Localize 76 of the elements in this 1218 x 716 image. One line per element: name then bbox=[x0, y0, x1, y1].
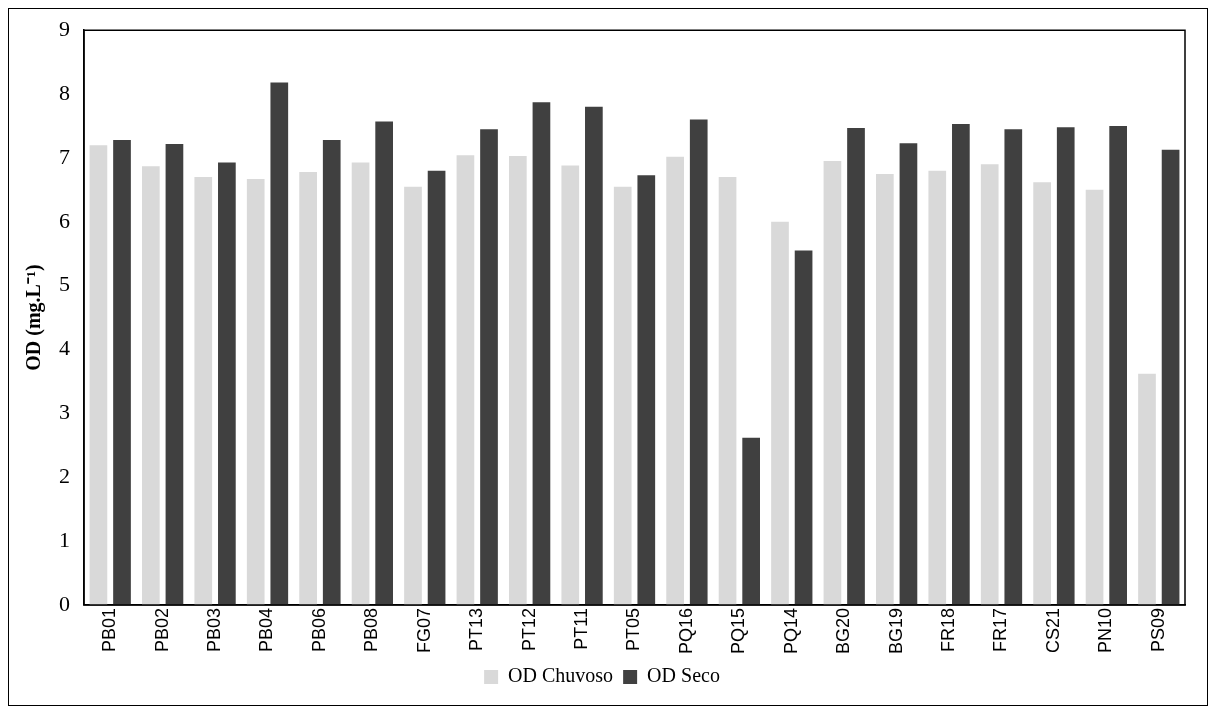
legend-label: OD Seco bbox=[647, 664, 720, 687]
bar bbox=[322, 140, 341, 605]
y-tick-label: 8 bbox=[59, 79, 70, 105]
bar bbox=[1056, 127, 1075, 605]
bar bbox=[509, 156, 527, 605]
bar bbox=[270, 82, 289, 605]
bar bbox=[952, 124, 970, 605]
legend-label: OD Chuvoso bbox=[508, 664, 614, 687]
bar bbox=[666, 156, 684, 605]
bar bbox=[532, 102, 551, 605]
x-tick-label: PB01 bbox=[99, 607, 120, 653]
x-tick-label: PT05 bbox=[623, 607, 644, 651]
x-tick-label: PQ15 bbox=[728, 607, 749, 654]
bar bbox=[823, 161, 842, 605]
y-axis-title: OD (mg.L⁻¹) bbox=[22, 264, 46, 371]
bar bbox=[585, 106, 603, 605]
bar bbox=[613, 186, 632, 605]
bar bbox=[165, 143, 184, 605]
bar bbox=[142, 166, 160, 605]
y-tick-label: 0 bbox=[59, 590, 70, 616]
x-tick-label: PT12 bbox=[518, 607, 539, 651]
x-tick-label: PB02 bbox=[151, 607, 172, 653]
bar bbox=[742, 437, 760, 605]
bar bbox=[404, 186, 422, 605]
x-tick-label: PB06 bbox=[308, 607, 329, 653]
bar bbox=[928, 170, 947, 605]
y-tick-label: 6 bbox=[59, 207, 70, 233]
x-tick-label: PT11 bbox=[571, 607, 592, 650]
bar bbox=[1085, 189, 1104, 605]
bar bbox=[1138, 373, 1156, 605]
bar bbox=[246, 179, 265, 605]
y-tick-label: 9 bbox=[59, 15, 70, 41]
bar bbox=[847, 127, 865, 605]
bar bbox=[689, 119, 708, 605]
bar bbox=[1109, 126, 1127, 605]
bar bbox=[771, 221, 789, 605]
bar bbox=[218, 162, 236, 605]
x-tick-label: PS09 bbox=[1147, 607, 1168, 653]
y-tick-label: 5 bbox=[59, 271, 70, 297]
bar bbox=[351, 162, 370, 605]
bar bbox=[299, 171, 317, 605]
y-tick-label: 3 bbox=[59, 399, 70, 425]
x-tick-label: CS21 bbox=[1042, 607, 1063, 653]
x-tick-label: FR17 bbox=[990, 607, 1011, 652]
bar bbox=[427, 170, 446, 605]
bar bbox=[480, 129, 498, 605]
x-tick-label: BG20 bbox=[833, 607, 854, 654]
x-tick-label: PN10 bbox=[1095, 607, 1116, 653]
bar bbox=[980, 164, 999, 605]
y-tick-label: 2 bbox=[59, 463, 70, 489]
bar bbox=[637, 175, 656, 605]
x-tick-label: PB03 bbox=[204, 607, 225, 653]
x-tick-label: PB04 bbox=[256, 607, 277, 653]
bar bbox=[456, 155, 475, 605]
x-tick-label: PB08 bbox=[361, 607, 382, 653]
bar bbox=[899, 143, 918, 605]
bar bbox=[1033, 182, 1051, 605]
bar bbox=[876, 173, 894, 605]
bar bbox=[194, 177, 213, 605]
x-tick-label: PQ16 bbox=[675, 607, 696, 654]
bar bbox=[89, 145, 108, 605]
bar bbox=[1004, 129, 1023, 605]
x-tick-label: PT13 bbox=[466, 607, 487, 651]
y-tick-label: 4 bbox=[59, 335, 70, 361]
y-tick-label: 1 bbox=[59, 526, 70, 552]
bar bbox=[375, 121, 393, 605]
bar bbox=[794, 250, 813, 605]
bar bbox=[113, 140, 131, 605]
bar bbox=[1161, 149, 1180, 605]
y-tick-label: 7 bbox=[59, 143, 70, 169]
x-tick-label: FG07 bbox=[413, 607, 434, 653]
x-tick-label: BG19 bbox=[885, 607, 906, 654]
bar bbox=[561, 165, 580, 605]
x-tick-label: FR18 bbox=[938, 607, 959, 652]
x-tick-label: PQ14 bbox=[780, 607, 801, 654]
bar bbox=[718, 177, 737, 605]
